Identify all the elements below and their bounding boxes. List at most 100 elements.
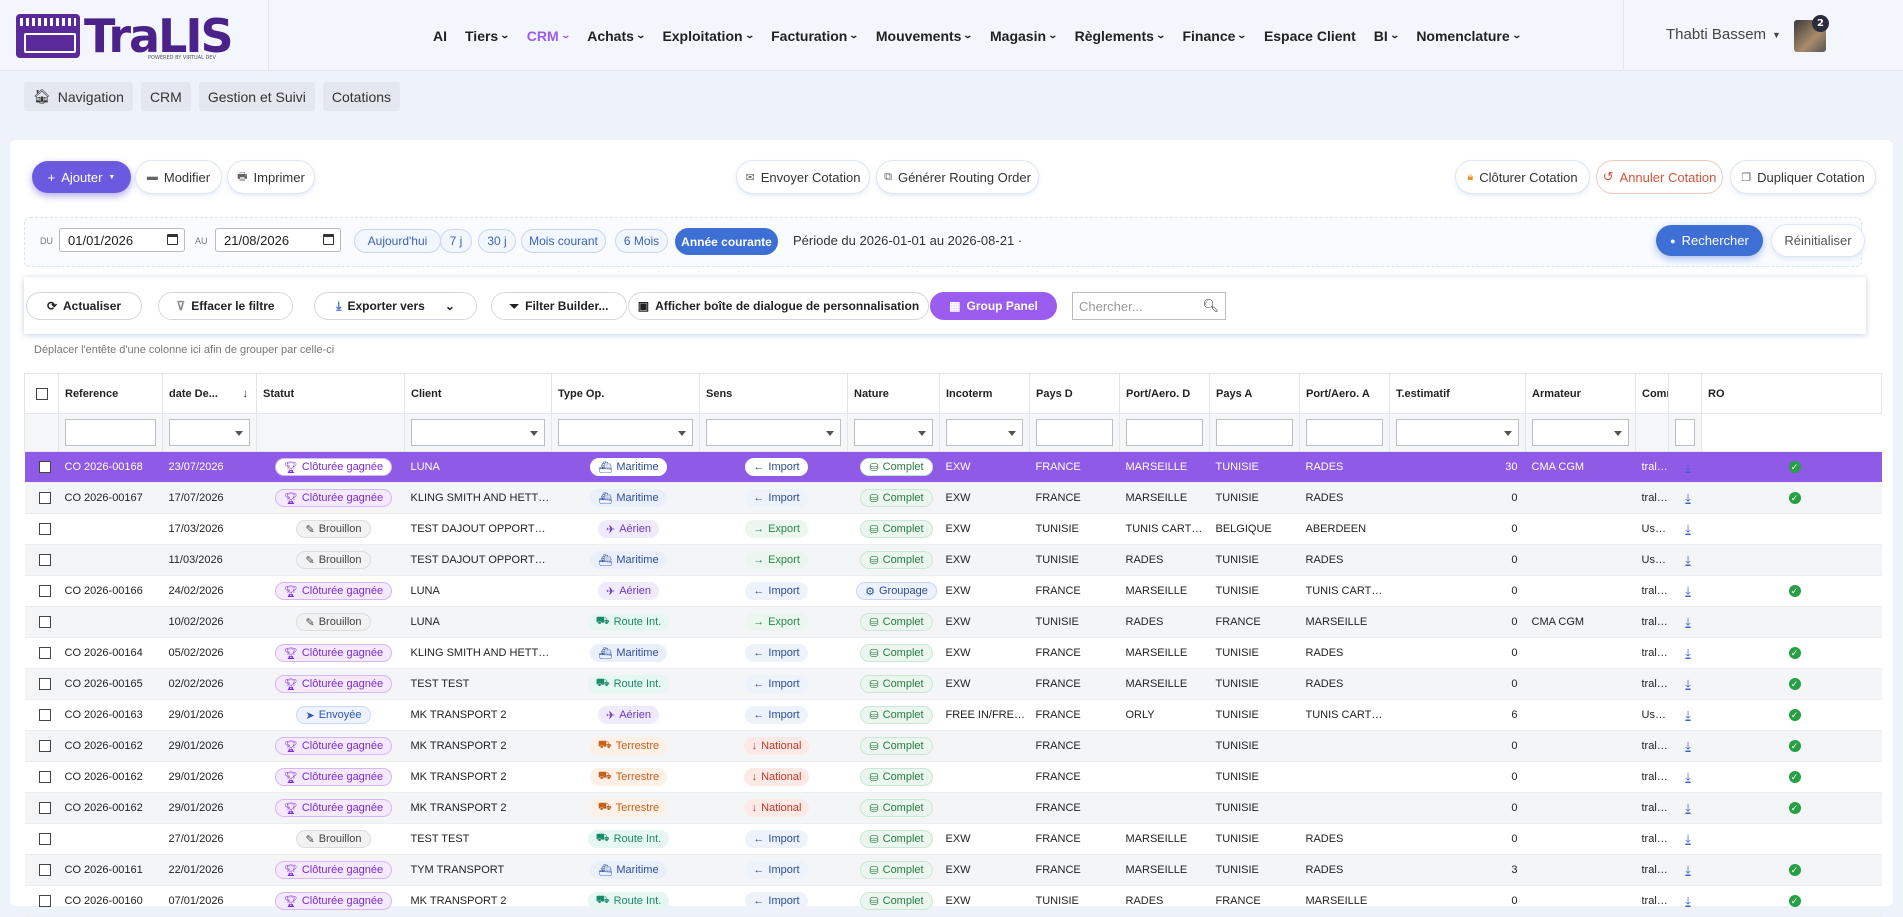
column-header[interactable]: Reference	[58, 373, 163, 414]
filter-input[interactable]	[65, 419, 156, 446]
table-row[interactable]: CO 2026-00166 24/02/2026 🏆︎ Clôturée gagnée…	[24, 575, 1882, 607]
table-row[interactable]: CO 2026-00161 22/01/2026 🏆︎ Clôturée gagnée…	[24, 854, 1882, 886]
download-icon[interactable]: ⤓	[1685, 707, 1691, 722]
filter-dropdown[interactable]	[946, 419, 1023, 446]
duplicate-quote-button[interactable]: ❐ Dupliquer Cotation	[1731, 161, 1875, 193]
breadcrumb-item-gestion[interactable]: Gestion et Suivi	[198, 82, 315, 111]
refresh-button[interactable]: ⟳ Actualiser	[26, 292, 142, 320]
breadcrumb-item-cotations[interactable]: Cotations	[322, 82, 401, 111]
send-quote-button[interactable]: ✉︎ Envoyer Cotation	[737, 161, 869, 193]
nav-item-r-glements[interactable]: Règlements ⌄	[1066, 28, 1174, 44]
nav-item-tiers[interactable]: Tiers ⌄	[456, 28, 518, 44]
table-row[interactable]: CO 2026-00164 05/02/2026 🏆︎ Clôturée gagnée…	[24, 637, 1882, 669]
table-row[interactable]: CO 2026-00162 29/01/2026 🏆︎ Clôturée gagnée…	[24, 730, 1882, 762]
column-header-date[interactable]: date De... ↓	[162, 373, 257, 414]
table-row[interactable]: 11/03/2026 ✎ Brouillon TEST DAJOUT OPPORTUN…	[24, 544, 1882, 576]
breadcrumb-item-navigation[interactable]: 🏠︎ Navigation	[24, 82, 133, 111]
add-button[interactable]: + Ajouter ▼	[32, 161, 131, 193]
nav-item-espace-client[interactable]: Espace Client	[1255, 28, 1365, 44]
nav-item-bi[interactable]: BI ⌄	[1365, 28, 1408, 44]
column-header[interactable]: Client	[404, 373, 552, 414]
notification-badge[interactable]: 2	[1812, 15, 1829, 32]
grid-search-input[interactable]: Chercher... 🔍︎	[1072, 292, 1226, 320]
group-panel-button[interactable]: ▦ Group Panel	[930, 292, 1057, 320]
user-menu[interactable]: Thabti Bassem ▼	[1666, 26, 1781, 43]
table-row[interactable]: 27/01/2026 ✎ Brouillon TEST TEST ⛟ Route Int.…	[24, 823, 1882, 855]
nav-item-achats[interactable]: Achats ⌄	[578, 28, 653, 44]
download-icon[interactable]: ⤓	[1685, 676, 1691, 691]
row-checkbox[interactable]	[38, 492, 51, 505]
table-row[interactable]: CO 2026-00168 23/07/2026 🏆︎ Clôturée gagnée…	[24, 451, 1882, 483]
download-icon[interactable]: ⤓	[1685, 738, 1691, 753]
row-checkbox[interactable]	[38, 585, 51, 598]
from-date-input[interactable]: 01/01/2026	[59, 228, 185, 252]
table-row[interactable]: CO 2026-00163 29/01/2026 ➤ Envoyée MK TRANSP…	[24, 699, 1882, 731]
filter-dropdown[interactable]	[854, 419, 933, 446]
nav-item-magasin[interactable]: Magasin ⌄	[981, 28, 1066, 44]
calendar-icon[interactable]	[167, 234, 178, 245]
column-header[interactable]: Type Op.	[551, 373, 700, 414]
column-header[interactable]: T.estimatif	[1389, 373, 1526, 414]
row-checkbox[interactable]	[38, 833, 51, 846]
nav-item-exploitation[interactable]: Exploitation ⌄	[653, 28, 762, 44]
nav-item-ai[interactable]: AI	[424, 28, 456, 44]
download-icon[interactable]: ⤓	[1685, 583, 1691, 598]
filter-dropdown[interactable]	[411, 419, 545, 446]
table-row[interactable]: CO 2026-00162 29/01/2026 🏆︎ Clôturée gagnée…	[24, 792, 1882, 824]
filter-input[interactable]	[1216, 419, 1293, 446]
download-icon[interactable]: ⤓	[1685, 769, 1691, 784]
edit-button[interactable]: ▬ Modifier	[136, 161, 221, 193]
row-checkbox[interactable]	[38, 616, 51, 629]
preset-button[interactable]: Mois courant	[521, 229, 606, 253]
download-icon[interactable]: ⤓	[1685, 800, 1691, 815]
filter-dropdown[interactable]	[1532, 419, 1629, 446]
nav-item-finance[interactable]: Finance ⌄	[1173, 28, 1254, 44]
column-header[interactable]: Commercial	[1635, 373, 1669, 414]
row-checkbox[interactable]	[38, 461, 51, 474]
row-checkbox[interactable]	[38, 802, 51, 815]
download-icon[interactable]: ⤓	[1685, 552, 1691, 567]
export-dropdown[interactable]: ⤓ Exporter vers ⌄	[314, 292, 477, 320]
preset-button[interactable]: Année courante	[675, 228, 778, 255]
close-quote-button[interactable]: 🔒︎ Clôturer Cotation	[1456, 161, 1589, 193]
row-checkbox[interactable]	[38, 771, 51, 784]
reset-button[interactable]: Réinitialiser	[1772, 225, 1864, 256]
filter-input[interactable]	[1036, 419, 1113, 446]
filter-input[interactable]	[1675, 419, 1695, 446]
download-icon[interactable]: ⤓	[1685, 614, 1691, 629]
download-icon[interactable]: ⤓	[1685, 521, 1691, 536]
column-header[interactable]: Sens	[699, 373, 848, 414]
table-row[interactable]: CO 2026-00167 17/07/2026 🏆︎ Clôturée gagnée…	[24, 482, 1882, 514]
row-checkbox[interactable]	[38, 709, 51, 722]
column-header[interactable]: Pays A	[1209, 373, 1300, 414]
nav-item-facturation[interactable]: Facturation ⌄	[762, 28, 867, 44]
row-checkbox[interactable]	[38, 895, 51, 908]
nav-item-mouvements[interactable]: Mouvements ⌄	[867, 28, 981, 44]
row-checkbox[interactable]	[38, 523, 51, 536]
download-icon[interactable]: ⤓	[1685, 645, 1691, 660]
nav-item-crm[interactable]: CRM ⌄	[518, 28, 578, 44]
table-row[interactable]: CO 2026-00162 29/01/2026 🏆︎ Clôturée gagnée…	[24, 761, 1882, 793]
column-header[interactable]: Incoterm	[939, 373, 1030, 414]
preset-button[interactable]: 30 j	[478, 229, 516, 253]
row-checkbox[interactable]	[38, 864, 51, 877]
download-icon[interactable]: ⤓	[1685, 459, 1691, 474]
row-checkbox[interactable]	[38, 647, 51, 660]
cancel-quote-button[interactable]: ↺ Annuler Cotation	[1597, 161, 1722, 193]
to-date-input[interactable]: 21/08/2026	[215, 228, 341, 252]
customize-dialog-button[interactable]: ▣ Afficher boîte de dialogue de personna…	[628, 292, 929, 320]
table-row[interactable]: 17/03/2026 ✎ Brouillon TEST DAJOUT OPPORTUN…	[24, 513, 1882, 545]
table-row[interactable]: CO 2026-00165 02/02/2026 🏆︎ Clôturée gagnée…	[24, 668, 1882, 700]
column-header[interactable]: Armateur	[1525, 373, 1636, 414]
filter-builder-button[interactable]: ⏷ Filter Builder...	[491, 292, 627, 320]
sort-desc-icon[interactable]: ↓	[242, 387, 249, 400]
search-button[interactable]: ● Rechercher	[1656, 225, 1763, 256]
table-row[interactable]: CO 2026-00160 07/01/2026 🏆︎ Clôturée gagnée…	[24, 885, 1882, 917]
filter-input[interactable]	[1126, 419, 1203, 446]
select-all-checkbox[interactable]	[35, 387, 48, 400]
breadcrumb-item-crm[interactable]: CRM	[140, 82, 191, 111]
column-header[interactable]: Statut	[256, 373, 405, 414]
row-checkbox[interactable]	[38, 554, 51, 567]
column-header[interactable]: Nature	[847, 373, 940, 414]
download-icon[interactable]: ⤓	[1685, 893, 1691, 908]
